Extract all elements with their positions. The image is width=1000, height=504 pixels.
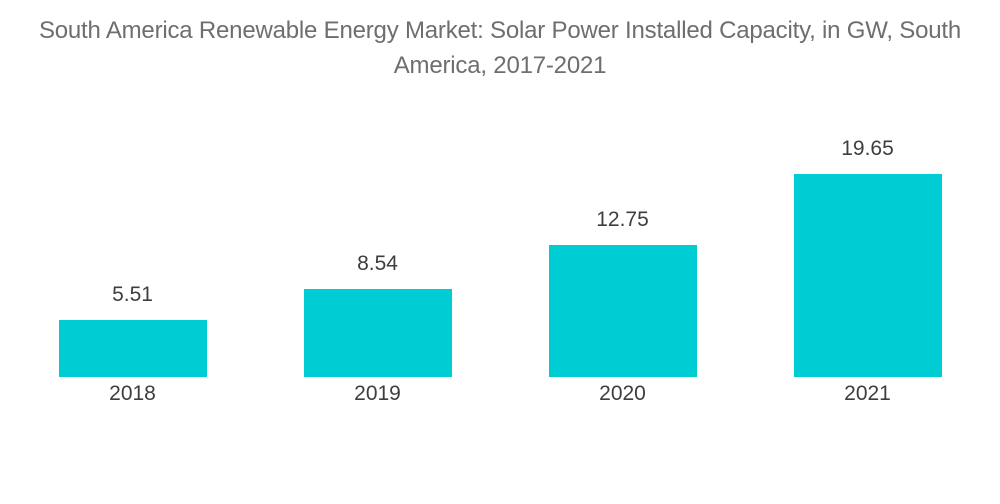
x-tick-2019: 2019 [354,382,401,405]
bar-2018 [58,320,207,377]
x-tick-2018: 2018 [109,382,156,405]
x-axis: 2018 2019 2020 2021 [10,382,990,406]
value-label-2019: 8.54 [357,251,398,275]
bar-group-2018: 5.51 [10,120,255,377]
bar-group-2019: 8.54 [255,120,500,377]
bar-2020 [548,245,697,377]
bar-2021 [793,174,942,377]
bar-group-2021: 19.65 [745,120,990,377]
value-label-2020: 12.75 [596,208,649,232]
bar-2019 [303,288,452,377]
bar-group-2020: 12.75 [500,120,745,377]
chart-title: South America Renewable Energy Market: S… [38,17,962,79]
value-label-2018: 5.51 [112,283,153,307]
bar-chart-plot-area: 5.51 8.54 12.75 19.65 [10,120,990,377]
value-label-2021: 19.65 [841,137,894,160]
x-tick-2020: 2020 [599,382,646,405]
x-tick-2021: 2021 [844,382,891,405]
